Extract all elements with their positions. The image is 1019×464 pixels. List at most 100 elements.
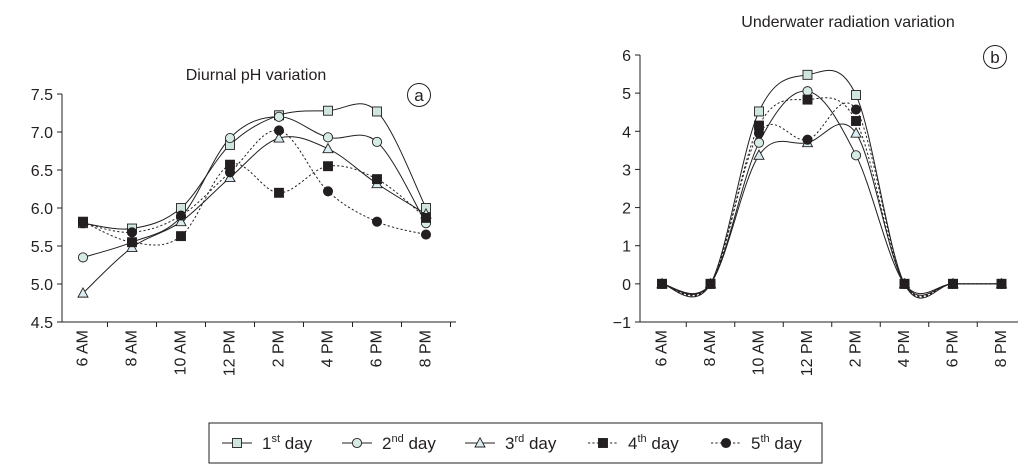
data-point-day-2 [77, 252, 89, 263]
legend-label-number: 3 [505, 434, 514, 453]
data-point-day-1 [372, 106, 382, 117]
legend-marker-day-5 [720, 437, 732, 449]
data-point-day-5 [371, 216, 383, 227]
legend-label-number: 4 [628, 434, 637, 453]
data-point-day-5 [705, 278, 716, 289]
x-tick-label: 10 AM [173, 330, 190, 375]
y-tick-label: 7.0 [31, 125, 53, 142]
data-point-day-5 [899, 278, 910, 289]
data-point-day-3 [753, 149, 765, 160]
data-point-day-2 [224, 133, 236, 144]
x-tick-label: 10 AM [751, 330, 768, 375]
data-point-day-4 [802, 94, 813, 105]
x-tick-label: 6 PM [945, 330, 962, 367]
panel-badge-circle [407, 83, 431, 107]
y-tick-label: 0 [622, 277, 631, 294]
legend-label-day-5: 5th day [751, 433, 802, 453]
data-point-day-5 [175, 210, 187, 221]
x-tick-label: 6 AM [654, 330, 671, 366]
data-point-day-5 [126, 227, 138, 238]
legend-label-ordinal: nd [391, 433, 403, 445]
legend-label-number: 2 [382, 434, 391, 453]
series-line-day-5 [82, 129, 427, 236]
y-tick-label: 5.5 [31, 239, 53, 256]
data-point-day-5 [322, 186, 334, 197]
y-tick-label: 1 [622, 239, 631, 256]
data-point-day-4 [372, 174, 382, 185]
data-point-day-2 [753, 137, 765, 148]
data-point-day-5 [420, 229, 432, 240]
y-tick-label: 6.5 [31, 163, 53, 180]
chart-panel-b: −1 0 1 2 3 4 5 6 6 AM 8 AM 10 AM 12 PM 2 PM 4 PM 6 PM 8… [613, 14, 1018, 376]
data-point-day-4 [127, 237, 137, 248]
series-line-day-2 [661, 90, 1002, 296]
legend-label-ordinal: st [271, 433, 280, 445]
data-point-day-2 [850, 150, 862, 161]
x-tick-label: 6 PM [369, 330, 386, 367]
legend-label-ordinal: th [760, 433, 769, 445]
data-point-day-2 [371, 136, 383, 147]
legend-label-day-1: 1st day [262, 433, 313, 453]
series-line-day-1 [82, 103, 427, 230]
data-point-day-5 [996, 278, 1007, 289]
x-tick-label: 6 AM [75, 330, 92, 366]
legend-label-day-3: 3rd day [505, 433, 557, 453]
x-tick-label: 4 PM [320, 330, 337, 367]
data-point-day-2 [273, 111, 285, 122]
data-point-day-1 [323, 105, 333, 116]
data-point-day-3 [77, 286, 89, 298]
data-point-day-4 [851, 116, 861, 126]
data-point-day-2 [322, 132, 334, 143]
data-point-day-5 [77, 218, 89, 229]
data-point-day-2 [802, 86, 813, 97]
x-tick-label: 2 PM [848, 330, 865, 367]
x-tick-label: 4 PM [896, 330, 913, 367]
legend-box [208, 422, 823, 464]
data-point-day-3 [273, 131, 285, 143]
legend-marker-day-4 [598, 438, 608, 448]
y-tick-label: 6 [622, 48, 631, 65]
series-line-day-4 [82, 163, 427, 246]
x-tick-label: 8 PM [418, 330, 435, 367]
y-tick-label: 5 [622, 86, 631, 103]
x-tick-label: 8 AM [702, 330, 719, 366]
x-tick-label: 12 PM [799, 330, 816, 376]
data-point-day-4 [323, 161, 333, 172]
x-tick-label: 8 AM [124, 330, 141, 366]
data-point-day-5 [850, 104, 862, 115]
series-line-day-3 [661, 123, 1002, 296]
series-line-day-3 [82, 136, 427, 294]
data-point-day-5 [656, 278, 668, 289]
legend-label-day-2: 2nd day [382, 433, 436, 453]
y-tick-label: 2 [622, 201, 631, 218]
y-tick-label: 5.0 [31, 277, 53, 294]
data-point-day-4 [176, 231, 186, 242]
data-point-day-3 [175, 215, 187, 227]
y-tick-label: 6.0 [31, 201, 53, 218]
legend-label-ordinal: rd [514, 433, 524, 445]
data-point-day-5 [753, 128, 765, 139]
data-point-day-4 [421, 212, 431, 223]
legend-label-unit: day [524, 434, 557, 453]
data-point-day-4 [274, 187, 284, 198]
y-tick-label: 3 [622, 162, 631, 179]
legend-marker-day-3 [474, 436, 486, 448]
x-tick-label: 12 PM [222, 330, 239, 376]
data-point-day-3 [850, 127, 862, 138]
y-tick-label: 4.5 [31, 315, 53, 332]
y-tick-label: 7.5 [31, 87, 53, 104]
legend-label-unit: day [280, 434, 313, 453]
data-point-day-3 [322, 142, 334, 154]
x-tick-label: 2 PM [271, 330, 288, 367]
data-point-day-5 [947, 278, 959, 289]
data-point-day-5 [802, 134, 813, 145]
data-point-day-1 [802, 69, 813, 80]
panel-badge-label: a [414, 86, 424, 105]
data-point-day-1 [851, 90, 861, 101]
panel-badge-circle [983, 45, 1007, 69]
legend-label-unit: day [404, 434, 437, 453]
y-tick-label: −1 [613, 315, 631, 332]
legend-marker-day-2 [351, 437, 363, 449]
data-point-day-5 [273, 125, 285, 136]
